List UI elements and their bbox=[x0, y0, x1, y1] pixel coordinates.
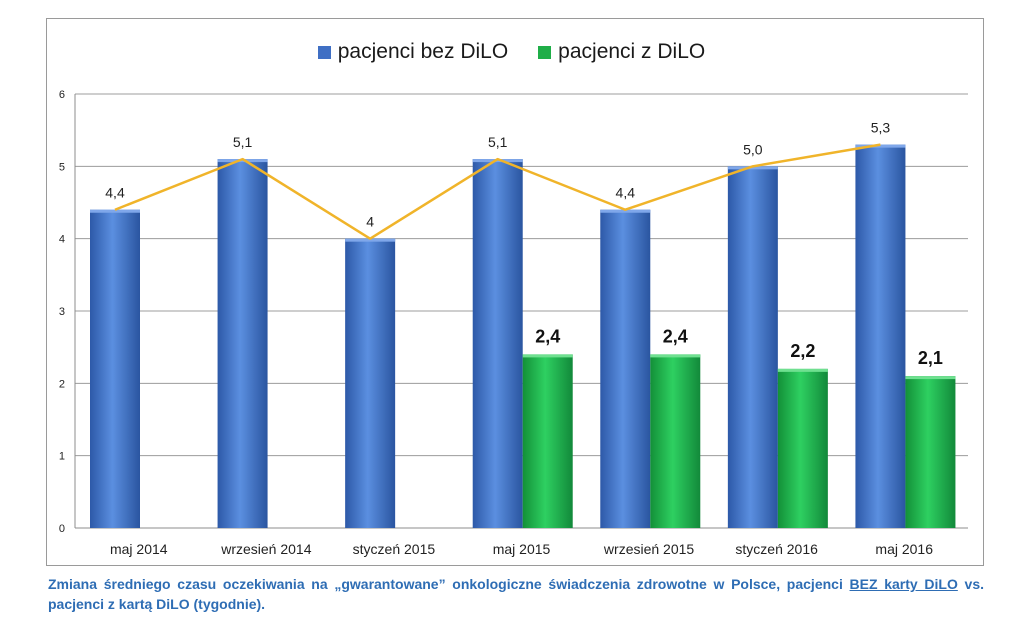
bar-top-highlight bbox=[472, 159, 523, 163]
data-label-bez-dilo: 5,1 bbox=[233, 134, 253, 150]
y-tick-label: 6 bbox=[59, 89, 65, 101]
y-tick-label: 3 bbox=[59, 306, 65, 318]
y-tick-label: 2 bbox=[59, 378, 65, 390]
bar-top-highlight bbox=[777, 368, 828, 372]
data-label-z-dilo: 2,1 bbox=[918, 348, 943, 368]
bar-bez-dilo bbox=[727, 166, 778, 529]
bar-top-highlight bbox=[522, 354, 573, 358]
caption-underlined: BEZ karty DiLO bbox=[849, 576, 958, 592]
legend-swatch-green bbox=[538, 45, 552, 59]
data-label-z-dilo: 2,4 bbox=[535, 326, 560, 346]
chart-legend: pacjenci bez DiLO pacjenci z DiLO bbox=[0, 40, 1023, 64]
caption-part2: vs. pacjenci z kartą DiLO (tygodnie). bbox=[48, 576, 984, 612]
bar-z-dilo bbox=[777, 368, 828, 528]
data-label-bez-dilo: 4,4 bbox=[616, 185, 636, 201]
trend-line bbox=[114, 143, 881, 240]
bar-z-dilo bbox=[905, 376, 956, 528]
legend-item-z-dilo: pacjenci z DiLO bbox=[538, 40, 705, 64]
x-tick-label: maj 2016 bbox=[875, 541, 933, 557]
bar-top-highlight bbox=[90, 209, 140, 213]
caption-part1: Zmiana średniego czasu oczekiwania na „g… bbox=[48, 576, 850, 592]
x-tick-label: maj 2014 bbox=[110, 541, 168, 557]
bar-z-dilo bbox=[522, 354, 573, 528]
bar-top-highlight bbox=[217, 159, 268, 163]
y-tick-label: 4 bbox=[59, 234, 65, 246]
data-label-bez-dilo: 4 bbox=[366, 214, 374, 230]
bar-bez-dilo bbox=[472, 159, 523, 528]
legend-label-bez-dilo: pacjenci bez DiLO bbox=[337, 40, 509, 63]
bar-bez-dilo bbox=[345, 238, 396, 528]
data-label-z-dilo: 2,4 bbox=[663, 326, 688, 346]
legend-item-bez-dilo: pacjenci bez DiLO bbox=[317, 40, 509, 64]
bar-bez-dilo bbox=[855, 144, 906, 528]
data-label-bez-dilo: 5,1 bbox=[488, 134, 508, 150]
data-label-z-dilo: 2,2 bbox=[790, 341, 815, 361]
bar-top-highlight bbox=[727, 166, 778, 170]
bar-top-highlight bbox=[345, 238, 396, 242]
bar-top-highlight bbox=[855, 144, 906, 148]
data-label-bez-dilo: 4,4 bbox=[105, 185, 125, 201]
y-tick-label: 0 bbox=[59, 523, 65, 535]
x-tick-label: wrzesień 2014 bbox=[220, 541, 311, 557]
y-tick-label: 5 bbox=[59, 161, 65, 173]
bar-top-highlight bbox=[600, 209, 651, 213]
bar-top-highlight bbox=[650, 354, 701, 358]
x-tick-label: maj 2015 bbox=[493, 541, 551, 557]
data-label-bez-dilo: 5,0 bbox=[743, 141, 763, 157]
bar-top-highlight bbox=[905, 376, 956, 380]
legend-swatch-blue bbox=[317, 45, 331, 59]
x-tick-label: styczeń 2016 bbox=[735, 541, 818, 557]
bar-bez-dilo bbox=[600, 209, 651, 528]
bar-z-dilo bbox=[650, 354, 701, 528]
data-label-bez-dilo: 5,3 bbox=[871, 120, 891, 136]
bar-bez-dilo bbox=[90, 209, 140, 528]
x-tick-label: wrzesień 2015 bbox=[603, 541, 694, 557]
legend-label-z-dilo: pacjenci z DiLO bbox=[558, 40, 706, 63]
bar-bez-dilo bbox=[217, 159, 268, 528]
figure-caption: Zmiana średniego czasu oczekiwania na „g… bbox=[48, 574, 984, 614]
x-tick-label: styczeń 2015 bbox=[353, 541, 436, 557]
y-tick-label: 1 bbox=[59, 451, 65, 463]
